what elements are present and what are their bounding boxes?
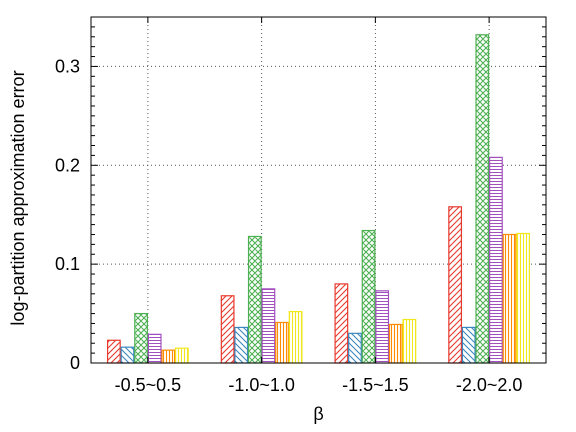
bar xyxy=(161,349,176,364)
bar xyxy=(275,321,289,364)
bar xyxy=(106,339,121,364)
bar xyxy=(247,235,262,364)
y-tick-label: 0.2 xyxy=(55,155,80,175)
bar xyxy=(388,323,403,364)
y-tick-label: 0.3 xyxy=(55,56,80,76)
x-axis-label: β xyxy=(313,404,323,424)
bar xyxy=(448,206,463,364)
y-tick-label: 0 xyxy=(70,353,80,373)
bar xyxy=(361,229,376,364)
x-tick-label: -2.0~2.0 xyxy=(456,375,523,395)
bar xyxy=(147,333,162,364)
x-tick-label: -0.5~0.5 xyxy=(115,375,182,395)
bar xyxy=(516,232,531,364)
bar xyxy=(220,295,235,364)
bar xyxy=(134,312,148,364)
x-tick-label: -1.5~1.5 xyxy=(342,375,409,395)
bar xyxy=(402,318,417,364)
bar xyxy=(288,310,303,364)
bar xyxy=(234,326,249,364)
y-tick-label: 0.1 xyxy=(55,254,80,274)
bar xyxy=(502,233,517,364)
bar xyxy=(461,326,476,364)
bar xyxy=(475,34,490,364)
bar xyxy=(348,332,362,364)
bar xyxy=(489,156,503,364)
bar xyxy=(375,290,390,364)
x-tick-label: -1.0~1.0 xyxy=(228,375,295,395)
bars xyxy=(106,34,531,364)
axis-ticks: 0 0.1 0.2 0.3 -0.5~0.5 -1.0~1.0 -1.5~1.5 -2.0~2… xyxy=(55,16,546,395)
y-axis-label: log-partition approximation error xyxy=(8,70,28,325)
bar xyxy=(261,288,276,364)
bar xyxy=(174,347,189,364)
plot-frame xyxy=(90,16,547,364)
bar xyxy=(120,346,135,364)
bar xyxy=(334,283,349,364)
